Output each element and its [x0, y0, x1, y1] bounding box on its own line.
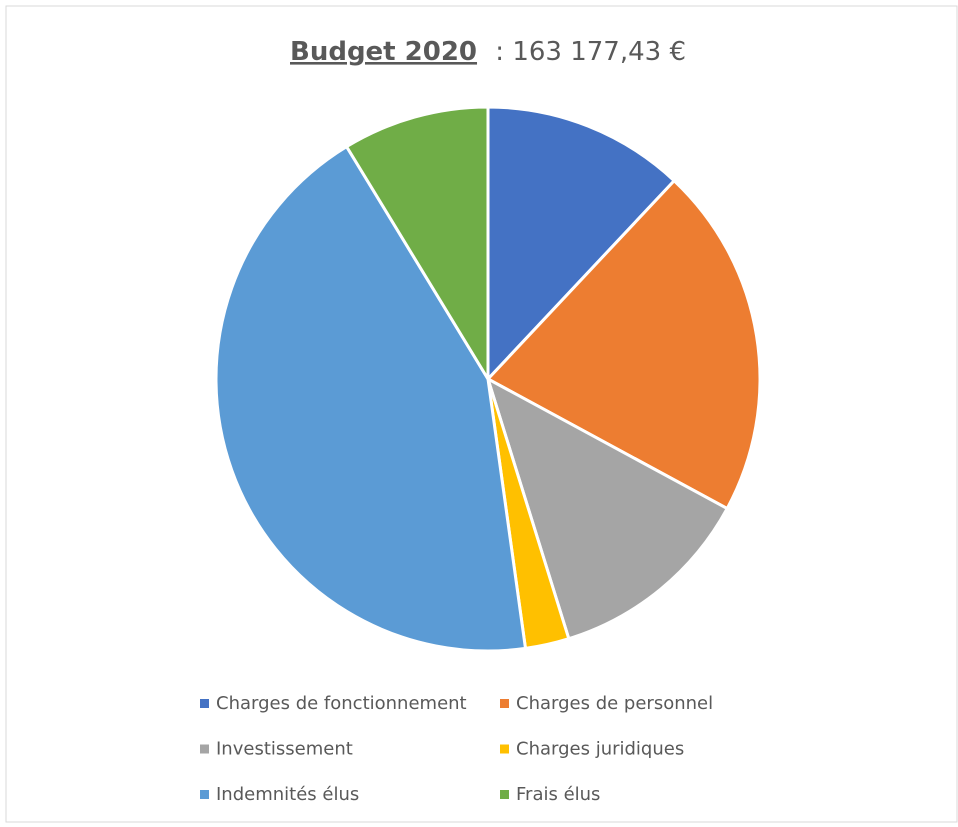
legend-label: Investissement [216, 739, 353, 760]
chart-title: Budget 2020 [290, 37, 477, 67]
legend-label: Charges de personnel [516, 693, 713, 714]
pie-slice [485, 178, 762, 511]
legend-label: Indemnités élus [216, 784, 359, 805]
legend-label: Charges de fonctionnement [216, 693, 467, 714]
legend-swatch [500, 744, 509, 754]
pie-slice [486, 105, 677, 383]
legend-label: Charges juridiques [516, 739, 684, 760]
legend-label: Frais élus [516, 784, 600, 805]
pie-slice [485, 375, 730, 641]
legend-swatch [200, 744, 209, 754]
legend-swatch [200, 699, 209, 708]
legend-swatch [500, 699, 509, 708]
pie-slice [214, 144, 528, 653]
legend-swatch [500, 790, 509, 799]
pie-slice [344, 105, 490, 385]
chart-subtitle: : 163 177,43 € [495, 37, 686, 67]
chart-title-wrap: Budget 2020 : 163 177,43 € [290, 37, 686, 67]
legend-swatch [200, 790, 209, 799]
